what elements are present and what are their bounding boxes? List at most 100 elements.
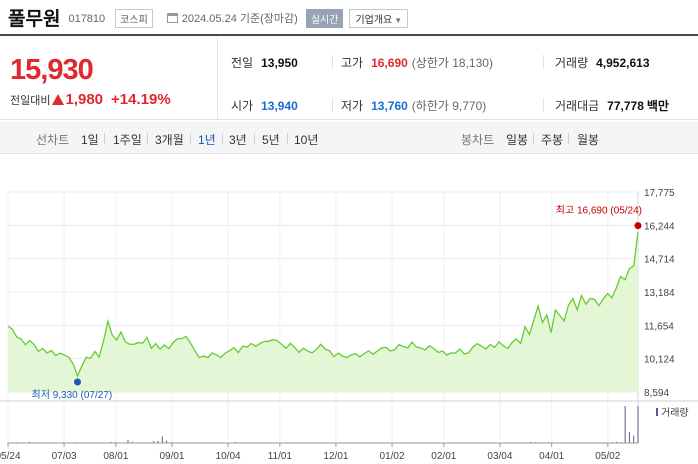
stat-volume: 거래량 4,952,613	[555, 54, 650, 71]
stock-name: 풀무원	[8, 8, 61, 30]
x-tick-label: 07/03	[52, 451, 77, 462]
stat-value: 16,690	[371, 56, 408, 70]
volume-bar	[530, 441, 532, 443]
volume-bar	[161, 436, 163, 443]
volume-legend-label: 거래량	[661, 407, 689, 419]
tab-divider	[190, 133, 191, 144]
stat-value: 13,940	[261, 99, 298, 113]
tab-divider	[147, 133, 148, 144]
x-tick-label: 10/04	[216, 451, 241, 462]
x-tick-label: 03/04	[487, 451, 512, 462]
tab-3month[interactable]: 3개월	[155, 133, 184, 147]
price-summary: 15,930 전일대비 1,980 +14.19% 전일 13,950 고가 1…	[0, 34, 698, 120]
price-change: 전일대비 1,980 +14.19%	[10, 91, 171, 108]
volume-bar	[616, 441, 618, 443]
stat-value: 13,760	[371, 99, 408, 113]
x-tick-label: 09/01	[159, 451, 184, 462]
tab-divider	[104, 133, 105, 144]
tab-1week[interactable]: 1주일	[113, 133, 142, 147]
volume-bar	[153, 441, 155, 443]
stat-value: 4,952,613	[596, 56, 650, 70]
stat-value: 77,778	[607, 99, 644, 113]
stat-value: 13,950	[261, 56, 298, 70]
volume-bar	[628, 431, 630, 443]
divider	[543, 55, 544, 69]
divider	[332, 55, 333, 69]
stat-high: 고가 16,690 (상한가 18,130)	[341, 54, 493, 71]
tab-divider	[254, 133, 255, 144]
caret-down-icon: ▼	[394, 15, 403, 25]
tab-daily-candle[interactable]: 일봉	[506, 133, 529, 147]
change-label: 전일대비	[10, 94, 51, 107]
up-arrow-icon	[52, 94, 65, 105]
x-tick-label: 12/01	[323, 451, 348, 462]
stat-label: 거래대금	[555, 99, 600, 113]
y-tick-label: 10,124	[644, 355, 675, 366]
volume-bar	[131, 441, 133, 443]
quote-date: 2024.05.24 기준(장마감)	[182, 10, 298, 26]
volume-bar	[157, 440, 159, 443]
stat-label: 저가	[341, 99, 364, 113]
company-info-dropdown[interactable]: 기업개요 ▼	[349, 8, 409, 28]
x-tick-label: 04/01	[539, 451, 564, 462]
y-tick-label: 13,184	[644, 288, 675, 299]
divider	[332, 98, 333, 112]
low-marker-label: 최저 9,330 (07/27)	[32, 389, 113, 401]
volume-bar	[624, 406, 626, 443]
price-chart[interactable]: 17,775 16,244 14,714 13,184 11,654 10,124 8,59…	[0, 154, 698, 464]
tab-monthly-candle[interactable]: 월봉	[577, 133, 600, 147]
realtime-button[interactable]: 실시간	[305, 8, 344, 28]
chart-markers: 최고 16,690 (05/24) 최저 9,330 (07/27)	[32, 205, 642, 401]
price-area-fill	[8, 232, 638, 392]
tab-divider	[533, 133, 534, 144]
tab-10year[interactable]: 10년	[294, 133, 319, 147]
price-box: 15,930 전일대비 1,980 +14.19%	[0, 36, 218, 120]
date-suffix: 기준(장마감)	[239, 13, 298, 25]
high-marker-label: 최고 16,690 (05/24)	[556, 205, 642, 217]
calendar-icon	[166, 13, 178, 23]
volume-bar	[633, 435, 635, 443]
volume-bar	[127, 440, 129, 443]
y-tick-label: 8,594	[644, 388, 669, 399]
volume-legend-swatch	[656, 408, 658, 416]
stat-label: 시가	[231, 99, 254, 113]
stat-label: 거래량	[555, 56, 589, 70]
price-line	[7, 232, 639, 378]
stat-prev-close: 전일 13,950	[231, 54, 298, 71]
stat-unit: 백만	[646, 99, 669, 113]
tab-1day[interactable]: 1일	[81, 133, 99, 147]
tab-1year[interactable]: 1년	[198, 133, 216, 147]
stock-code: 017810	[68, 12, 106, 25]
stat-sub: (상한가 18,130)	[411, 56, 493, 70]
volume-bar	[110, 441, 112, 443]
x-tick-label: 01/02	[380, 451, 405, 462]
stat-sub: (하한가 9,770)	[411, 99, 487, 113]
stat-label: 고가	[341, 56, 364, 70]
volume-bar	[637, 406, 639, 443]
stat-label: 전일	[231, 56, 254, 70]
tab-weekly-candle[interactable]: 주봉	[541, 133, 564, 147]
tab-5year[interactable]: 5년	[262, 133, 280, 147]
volume-bars: 거래량	[7, 406, 689, 443]
divider	[543, 98, 544, 112]
x-tick-label: 05/24	[0, 451, 21, 462]
x-tick-label: 08/01	[103, 451, 128, 462]
y-tick-label: 14,714	[644, 255, 675, 266]
company-info-label: 기업개요	[355, 14, 393, 26]
tab-divider	[287, 133, 288, 144]
y-tick-label: 17,775	[644, 188, 675, 199]
high-marker-dot	[634, 222, 642, 230]
tab-3year[interactable]: 3년	[229, 133, 247, 147]
x-tick-label: 02/01	[431, 451, 456, 462]
stat-amount: 거래대금 77,778 백만	[555, 97, 669, 114]
line-chart-label: 선차트	[36, 133, 70, 147]
stock-header: 풀무원 017810 코스피 2024.05.24 기준(장마감) 실시간 기업…	[0, 0, 698, 34]
change-amount: 1,980	[65, 91, 104, 108]
volume-bar	[166, 440, 168, 443]
volume-bar	[234, 441, 236, 443]
low-marker-dot	[74, 378, 82, 386]
current-price: 15,930	[10, 54, 94, 86]
chart-period-tabs: 선차트 1일 1주일 3개월 1년 3년 5년 10년 봉차트 일봉 주봉 월봉	[0, 122, 698, 154]
market-badge: 코스피	[115, 8, 153, 28]
stat-open: 시가 13,940	[231, 97, 298, 114]
